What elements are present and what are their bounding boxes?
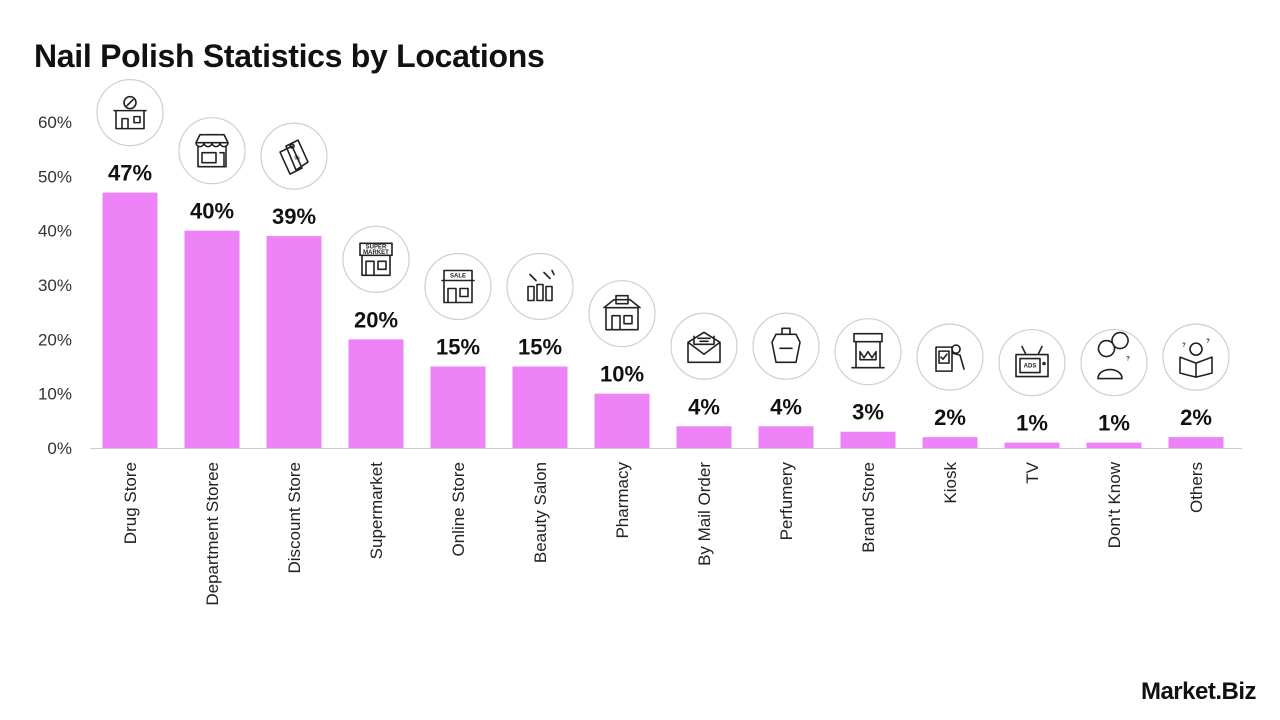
svg-text:SALE: SALE	[450, 274, 466, 280]
bar	[676, 426, 732, 448]
bar	[1086, 442, 1142, 448]
beauty-salon-icon	[506, 252, 574, 321]
bar	[512, 366, 568, 448]
category-label: Supermarket	[367, 462, 386, 560]
brand-logo: Market.Biz	[1140, 678, 1257, 706]
category-label: Don't Know	[1105, 461, 1124, 548]
category-label: Perfumery	[777, 462, 796, 541]
category-label: Others	[1187, 462, 1206, 513]
value-label: 4%	[770, 394, 802, 419]
value-label: 4%	[688, 394, 720, 419]
category-label: Discount Store	[285, 462, 304, 574]
value-label: 15%	[518, 335, 562, 360]
bar-group: 15% Beauty Salon	[506, 252, 574, 563]
y-tick-label: 50%	[38, 167, 72, 186]
bar-group: 15% SALE Online Store	[424, 252, 492, 557]
bar-group: 4% Perfumery	[752, 312, 820, 541]
bar-group: 4% By Mail Order	[670, 312, 738, 566]
dont-know-icon: ?	[1080, 328, 1148, 397]
bar	[266, 236, 322, 448]
svg-text:?: ?	[1182, 343, 1186, 349]
category-label: Pharmacy	[613, 462, 632, 539]
category-label: Brand Store	[859, 462, 878, 553]
value-label: 2%	[1180, 405, 1212, 430]
chart-title: Nail Polish Statistics by Locations	[34, 38, 545, 74]
y-tick-label: 30%	[38, 276, 72, 295]
value-label: 15%	[436, 335, 480, 360]
bar-group: 1%? Don't Know	[1080, 328, 1148, 548]
bar	[102, 192, 158, 448]
bar-group: 2%?? Others	[1162, 323, 1230, 513]
others-icon: ??	[1162, 323, 1230, 391]
bar	[594, 393, 650, 448]
svg-text:?: ?	[1126, 357, 1130, 363]
bar-group: 39%% Discount Store	[260, 122, 328, 574]
tv-icon: ADS	[998, 328, 1066, 397]
svg-text:%: %	[294, 156, 300, 162]
value-label: 1%	[1016, 411, 1048, 436]
category-label: Kiosk	[941, 462, 960, 504]
category-label: Department Storee	[203, 462, 222, 606]
category-label: Online Store	[449, 462, 468, 557]
drug-store-icon	[96, 79, 164, 147]
category-label: TV	[1023, 461, 1042, 483]
value-label: 40%	[190, 199, 234, 224]
bar-group: 40% Department Storee	[178, 117, 246, 606]
svg-text:?: ?	[1206, 339, 1210, 345]
y-axis-ticks: 0% 10% 20% 30% 40% 50% 60%	[38, 113, 72, 458]
value-label: 10%	[600, 362, 644, 387]
bar-group: 1% ADS TV	[998, 328, 1066, 484]
y-tick-label: 20%	[38, 330, 72, 349]
bar	[430, 366, 486, 448]
discount-tag-icon: %	[260, 122, 328, 190]
bar	[922, 437, 978, 448]
brand-name: Market.Biz	[1140, 678, 1257, 705]
category-label: Drug Store	[121, 462, 140, 544]
bar-group: 2% Kiosk	[916, 323, 984, 504]
bar	[1004, 442, 1060, 448]
online-store-icon: SALE	[424, 252, 492, 321]
pharmacy-icon	[588, 280, 656, 348]
mail-order-icon	[670, 312, 738, 380]
category-label: By Mail Order	[695, 462, 714, 566]
bar	[758, 426, 814, 448]
category-label: Beauty Salon	[531, 462, 550, 563]
bar	[184, 230, 240, 448]
bar-group: 47% Drug Store	[96, 79, 164, 544]
bar	[1168, 437, 1224, 448]
perfume-icon	[752, 312, 820, 380]
y-tick-label: 60%	[38, 113, 72, 132]
value-label: 2%	[934, 405, 966, 430]
brand-store-icon	[834, 318, 902, 386]
value-label: 47%	[108, 161, 152, 186]
svg-text:ADS: ADS	[1024, 364, 1037, 370]
bar-group: 3% Brand Store	[834, 318, 902, 553]
bar	[840, 431, 896, 448]
bar	[348, 339, 404, 448]
bars-group: 47% Drug Store 40% Department Storee 39%% Dis…	[96, 79, 1230, 606]
value-label: 20%	[354, 307, 398, 332]
svg-text:MARKET: MARKET	[363, 250, 389, 256]
svg-text:SUPER: SUPER	[366, 244, 387, 250]
value-label: 3%	[852, 400, 884, 425]
y-tick-label: 10%	[38, 385, 72, 404]
value-label: 39%	[272, 204, 316, 229]
kiosk-icon	[916, 323, 984, 391]
department-store-icon	[178, 117, 246, 185]
bar-group: 10% Pharmacy	[588, 280, 656, 539]
y-tick-label: 40%	[38, 222, 72, 241]
y-tick-label: 0%	[47, 439, 72, 458]
value-label: 1%	[1098, 411, 1130, 436]
